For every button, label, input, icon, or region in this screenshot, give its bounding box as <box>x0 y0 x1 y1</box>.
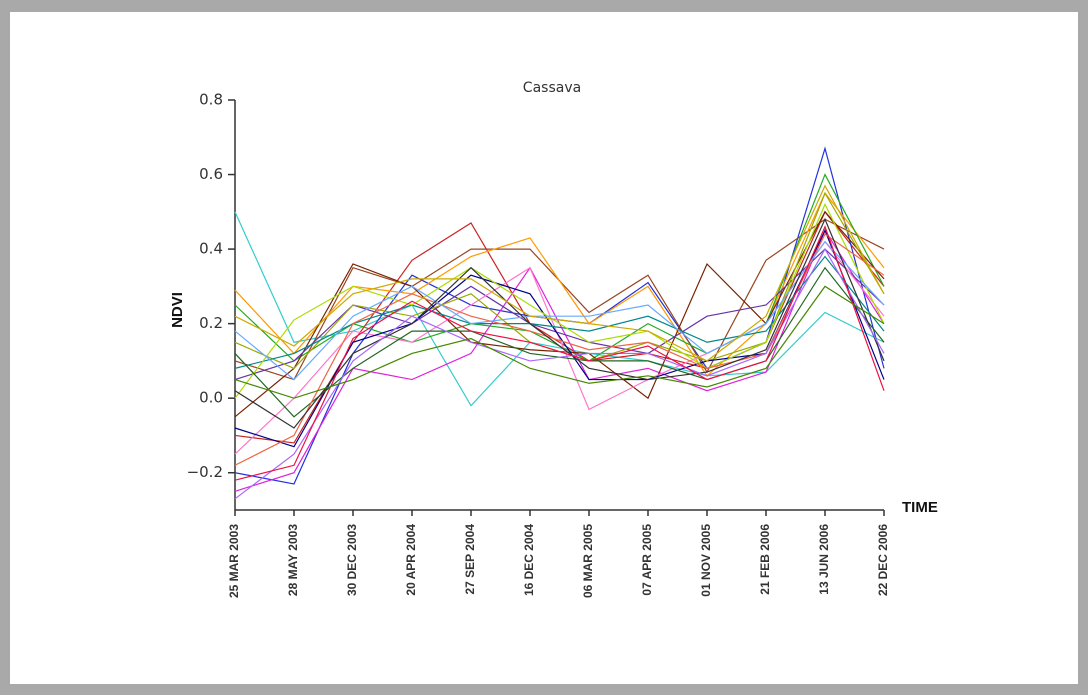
series-line <box>234 285 885 399</box>
chart-title: Cassava <box>523 80 581 96</box>
y-tick-label: −0.2 <box>187 463 223 481</box>
series-line <box>234 247 885 500</box>
y-tick-label: 0.8 <box>199 91 223 109</box>
x-tick-label: 01 NOV 2005 <box>699 524 713 597</box>
x-tick-label: 25 MAR 2003 <box>227 524 241 598</box>
series-line <box>234 217 885 429</box>
series-line <box>234 225 885 481</box>
x-tick-label: 13 JUN 2006 <box>817 524 831 595</box>
x-tick-label: 06 MAR 2005 <box>581 524 595 598</box>
y-tick-label: 0.4 <box>199 240 223 258</box>
y-tick-label: 0.2 <box>199 314 223 332</box>
panel <box>10 12 1078 684</box>
x-axis-label: TIME <box>902 499 938 516</box>
y-tick-label: 0.0 <box>199 389 223 407</box>
x-tick-label: 20 APR 2004 <box>404 524 418 596</box>
y-tick-label: 0.6 <box>199 165 223 183</box>
x-tick-label: 07 APR 2005 <box>640 524 654 596</box>
x-tick-label: 30 DEC 2003 <box>345 524 359 596</box>
series-line <box>234 211 885 407</box>
x-tick-label: 27 SEP 2004 <box>463 524 477 595</box>
x-tick-label: 16 DEC 2004 <box>522 524 536 596</box>
series-line <box>234 184 885 362</box>
series-line <box>234 192 885 377</box>
series-line <box>234 233 885 466</box>
series-line <box>234 240 885 381</box>
x-tick-label: 21 FEB 2006 <box>758 524 772 595</box>
series-line <box>234 202 885 399</box>
y-axis-label: NDVI <box>169 292 186 328</box>
x-tick-label: 28 MAY 2003 <box>286 524 300 596</box>
x-tick-label: 22 DEC 2006 <box>876 524 890 596</box>
